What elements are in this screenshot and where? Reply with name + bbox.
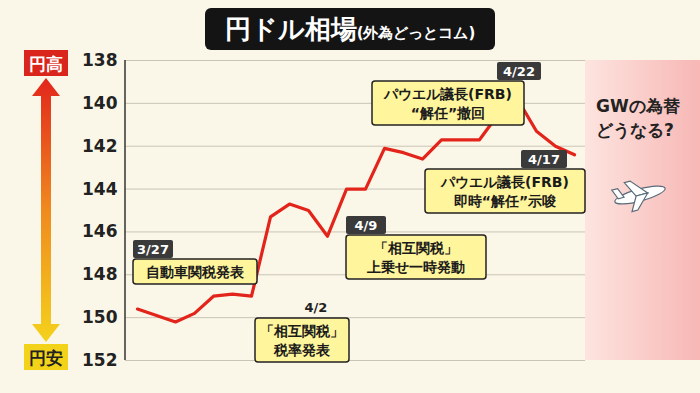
svg-text:パウエル議長(FRB): パウエル議長(FRB) — [383, 86, 512, 102]
svg-text:148: 148 — [82, 264, 118, 284]
svg-text:「相互関税」: 「相互関税」 — [374, 240, 458, 256]
svg-text:138: 138 — [82, 50, 118, 70]
svg-text:「相互関税」: 「相互関税」 — [260, 323, 344, 339]
svg-text:4/17: 4/17 — [528, 152, 560, 167]
svg-text:自動車関税発表: 自動車関税発表 — [146, 264, 245, 280]
svg-text:円安: 円安 — [29, 348, 63, 368]
svg-text:152: 152 — [82, 350, 118, 370]
svg-text:146: 146 — [82, 221, 118, 241]
svg-text:上乗せ一時発動: 上乗せ一時発動 — [366, 259, 465, 275]
svg-text:即時“解任”示唆: 即時“解任”示唆 — [454, 193, 557, 209]
svg-text:税率発表: 税率発表 — [273, 342, 331, 358]
svg-text:GWの為替: GWの為替 — [596, 96, 680, 116]
svg-text:4/22: 4/22 — [503, 64, 535, 79]
svg-text:4/9: 4/9 — [355, 218, 378, 233]
svg-text:パウエル議長(FRB): パウエル議長(FRB) — [440, 174, 569, 190]
svg-text:円高: 円高 — [29, 54, 63, 74]
svg-text:142: 142 — [82, 136, 118, 156]
svg-text:3/27: 3/27 — [137, 242, 169, 257]
svg-text:144: 144 — [82, 179, 118, 199]
svg-text:140: 140 — [82, 93, 118, 113]
svg-text:150: 150 — [82, 307, 118, 327]
svg-text:4/2: 4/2 — [305, 300, 328, 315]
svg-text:どうなる?: どうなる? — [596, 120, 674, 140]
svg-text:円ドル相場(外為どっとコム): 円ドル相場(外為どっとコム) — [225, 14, 476, 44]
svg-text:“解任”撤回: “解任”撤回 — [411, 105, 485, 121]
